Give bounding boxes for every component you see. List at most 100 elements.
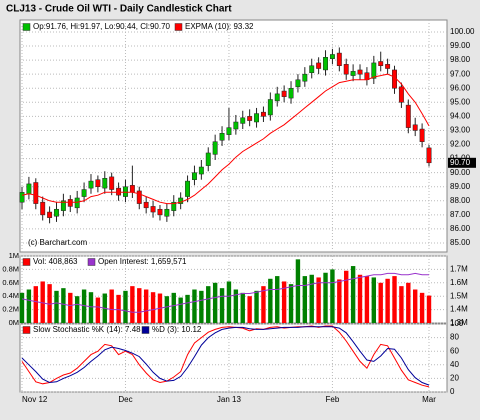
y-tick-label: 90.00 (450, 168, 471, 177)
candle-body (288, 87, 294, 99)
candle-body (205, 152, 211, 166)
y-tick-label: 0M (9, 318, 19, 327)
candle-body (336, 52, 342, 66)
volume-bar (74, 296, 80, 323)
candle-body (426, 147, 432, 164)
volume-bar (116, 294, 121, 323)
volume-bar (399, 286, 404, 323)
y-tick-label: 20 (450, 374, 459, 383)
last-price-label: 90.70 (450, 158, 471, 167)
volume-bar (19, 292, 25, 323)
candle-body (192, 172, 197, 180)
y-tick-label: 0.2M (2, 305, 19, 314)
candle-body (143, 201, 149, 209)
candle-body (88, 180, 94, 189)
candle-body (33, 182, 39, 204)
volume-bar (268, 278, 273, 323)
candle-body (309, 65, 315, 74)
candle-body (412, 124, 418, 131)
candle-body (233, 121, 239, 130)
candle-body (371, 62, 377, 79)
y-tick-label: 0.4M (2, 291, 19, 300)
candle-body (129, 185, 135, 193)
volume-bar (316, 277, 321, 323)
series-line (21, 73, 430, 205)
candle-body (260, 111, 266, 117)
last-price-box (448, 157, 476, 168)
candle-body (136, 190, 142, 204)
y-tick-label: 0 (450, 387, 455, 396)
candle-body (116, 187, 122, 196)
y-tick-label: 100 (450, 319, 464, 328)
volume-bar (337, 279, 342, 323)
y2-tick-label: 1.3M (450, 318, 468, 327)
volume-bar (350, 266, 356, 323)
volume-bar (164, 296, 170, 323)
volume-bar (137, 288, 142, 323)
legend-label: Slow Stochastic %K (14): 7.48 (33, 325, 141, 334)
candle-body (102, 178, 108, 189)
volume-bar (302, 276, 308, 323)
series-line (21, 325, 430, 388)
candle-body (60, 200, 66, 211)
volume-bar (240, 292, 245, 323)
volume-bar (199, 290, 204, 323)
y-tick-label: 93.00 (450, 126, 471, 135)
legend-label: EXPMA (10): 93.32 (185, 22, 254, 31)
volume-bar (88, 292, 94, 323)
candle-body (405, 104, 411, 128)
legend-swatch (87, 258, 96, 266)
y-tick-label: 80 (450, 333, 459, 342)
candle-body (378, 61, 384, 66)
volume-bar (295, 259, 301, 323)
x-tick-label: Nov 12 (22, 395, 48, 404)
x-tick-label: Feb (326, 395, 340, 404)
volume-bar (330, 269, 335, 323)
candle-body (323, 57, 328, 71)
y-tick-label: 40 (450, 360, 459, 369)
candle-body (302, 73, 308, 82)
volume-bar (192, 289, 197, 323)
legend-swatch (22, 258, 31, 266)
legend-swatch (174, 23, 183, 31)
candle-body (274, 93, 280, 102)
y-tick-label: 86.00 (450, 224, 471, 233)
volume-bar (371, 277, 377, 323)
volume-bar (385, 278, 390, 323)
legend-swatch (22, 23, 31, 31)
volume-bar (185, 294, 190, 323)
volume-bar (261, 286, 266, 323)
panel (19, 323, 448, 393)
volume-bar (219, 288, 225, 323)
y2-tick-label: 1.6M (450, 278, 468, 287)
volume-bar (378, 282, 383, 323)
candle-body (74, 197, 80, 209)
candle-body (398, 86, 404, 103)
candle-body (123, 186, 128, 197)
candle-body (164, 208, 170, 217)
x-tick-label: Dec (118, 395, 132, 404)
volume-bar (54, 290, 59, 323)
panel (19, 19, 448, 253)
volume-bar (406, 282, 411, 323)
y-tick-label: 97.00 (450, 69, 471, 78)
volume-bar (143, 289, 149, 323)
volume-bar (233, 289, 239, 323)
y-tick-label: 94.00 (450, 111, 471, 120)
candle-body (150, 206, 156, 213)
candle-body (419, 128, 425, 142)
volume-bar (364, 276, 370, 323)
volume-bar (61, 288, 66, 323)
y2-tick-label: 1.4M (450, 305, 468, 314)
volume-bar (47, 284, 52, 323)
candle-body (198, 166, 204, 175)
volume-bar (226, 281, 232, 323)
volume-bar (178, 297, 183, 323)
y-tick-label: 96.00 (450, 83, 471, 92)
volume-bar (206, 286, 211, 323)
candle-body (226, 127, 232, 135)
volume-bar (212, 282, 218, 323)
volume-bar (95, 297, 101, 323)
annotation: (c) Barchart.com (28, 238, 87, 247)
candle-body (357, 69, 363, 75)
